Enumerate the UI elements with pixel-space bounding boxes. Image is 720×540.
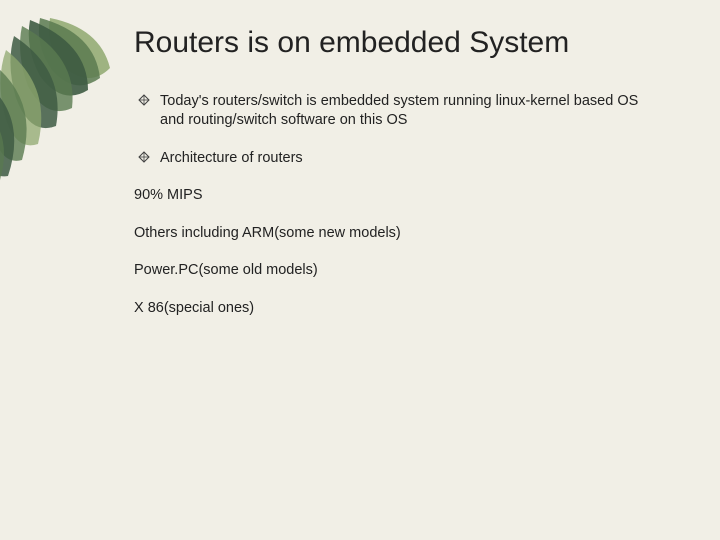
- bullet-text: Architecture of routers: [160, 149, 303, 169]
- bullet-item: Architecture of routers: [134, 149, 660, 169]
- plain-line: 90% MIPS: [134, 186, 660, 206]
- plain-line: Others including ARM(some new models): [134, 224, 660, 244]
- bullet-text: Today's routers/switch is embedded syste…: [160, 92, 660, 131]
- plain-line: X 86(special ones): [134, 299, 660, 319]
- bullet-item: Today's routers/switch is embedded syste…: [134, 92, 660, 131]
- plain-line: Power.PC(some old models): [134, 261, 660, 281]
- diamond-bullet-icon: [138, 94, 150, 106]
- slide-content: Routers is on embedded System Today's ro…: [134, 24, 660, 336]
- leaf-decoration: [0, 8, 120, 308]
- diamond-bullet-icon: [138, 151, 150, 163]
- slide-title: Routers is on embedded System: [134, 24, 660, 62]
